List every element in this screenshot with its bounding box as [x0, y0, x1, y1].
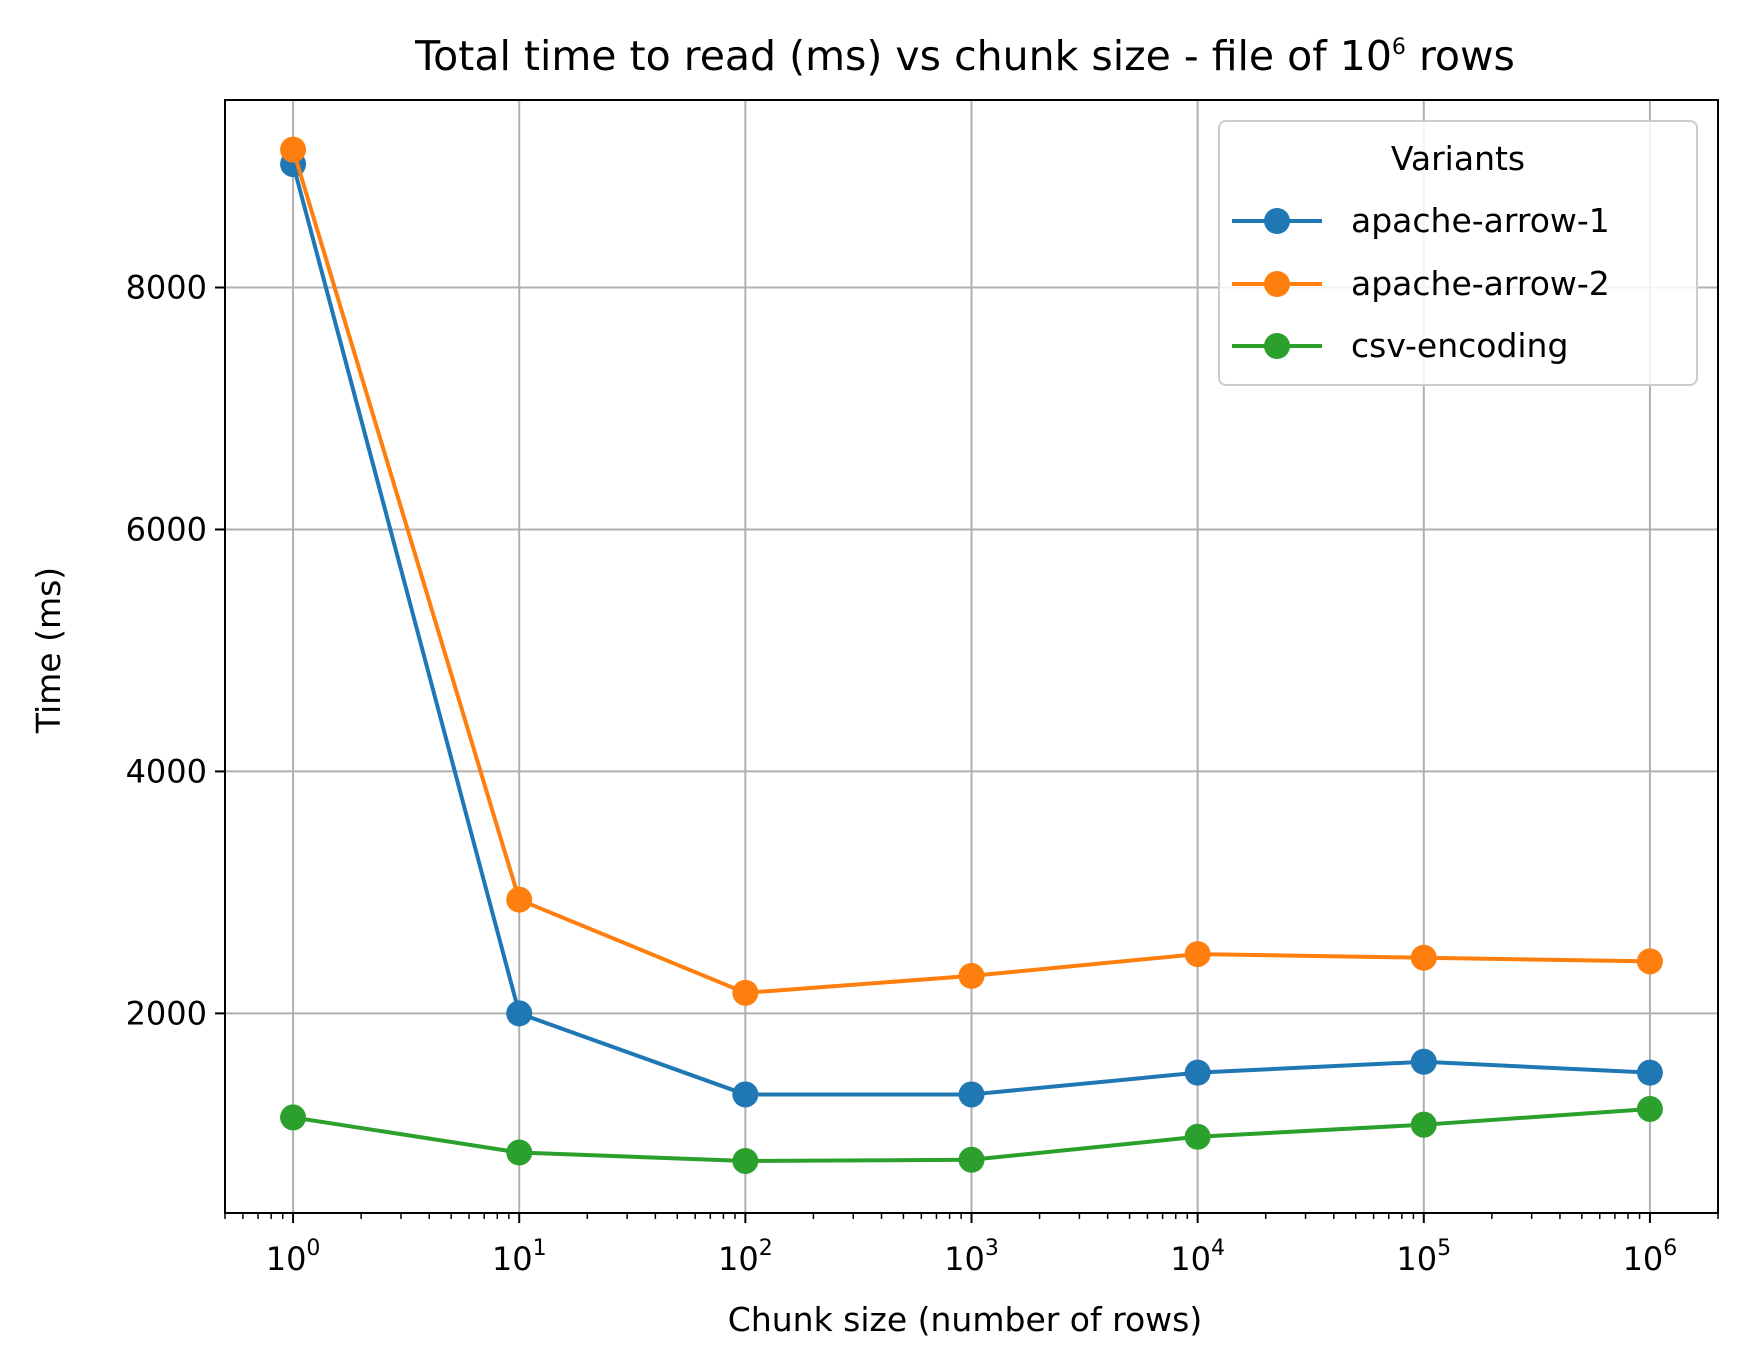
chart-title: Total time to read (ms) vs chunk size - … — [414, 32, 1515, 80]
data-point-csv-encoding — [1410, 1111, 1437, 1138]
x-tick-label: 105 — [1396, 1236, 1451, 1278]
x-tick-label: 103 — [944, 1236, 999, 1278]
data-point-apache-arrow-1 — [1636, 1059, 1663, 1086]
y-tick-label: 2000 — [126, 994, 207, 1032]
data-point-csv-encoding — [732, 1147, 759, 1174]
data-point-apache-arrow-1 — [1410, 1048, 1437, 1075]
data-point-apache-arrow-2 — [1636, 948, 1663, 975]
x-tick-label: 102 — [718, 1236, 773, 1278]
data-point-csv-encoding — [1184, 1123, 1211, 1150]
legend-marker-csv-encoding — [1264, 333, 1290, 359]
data-point-apache-arrow-2 — [280, 136, 307, 163]
x-tick-label: 104 — [1170, 1236, 1225, 1278]
x-axis-label: Chunk size (number of rows) — [728, 1300, 1202, 1339]
data-point-apache-arrow-2 — [1410, 944, 1437, 971]
data-point-apache-arrow-2 — [1184, 941, 1211, 968]
legend-label-csv-encoding: csv-encoding — [1351, 326, 1568, 365]
legend: Variants apache-arrow-1 apache-arrow-2 c… — [1218, 120, 1698, 386]
data-point-apache-arrow-1 — [958, 1081, 985, 1108]
x-tick-label: 106 — [1623, 1236, 1678, 1278]
data-point-apache-arrow-1 — [506, 1000, 533, 1027]
data-point-apache-arrow-1 — [1184, 1059, 1211, 1086]
data-point-csv-encoding — [1636, 1095, 1663, 1122]
legend-label-apache-arrow-2: apache-arrow-2 — [1351, 264, 1610, 303]
legend-marker-apache-arrow-1 — [1264, 208, 1290, 234]
data-point-csv-encoding — [506, 1139, 533, 1166]
data-point-csv-encoding — [958, 1146, 985, 1173]
axis-ticks: 100 101 102 103 104 105 106 2000 4000 6000 8000 — [126, 269, 1719, 1278]
data-point-csv-encoding — [280, 1104, 307, 1131]
data-point-apache-arrow-2 — [958, 962, 985, 989]
x-tick-label: 100 — [266, 1236, 321, 1278]
legend-title: Variants — [1391, 139, 1525, 178]
legend-entry-apache-arrow-2: apache-arrow-2 — [1232, 264, 1610, 303]
legend-label-apache-arrow-1: apache-arrow-1 — [1351, 201, 1610, 240]
y-tick-label: 4000 — [126, 752, 207, 790]
series-csv-encoding — [280, 1095, 1663, 1174]
legend-box — [1218, 120, 1698, 386]
y-tick-label: 6000 — [126, 510, 207, 548]
legend-marker-apache-arrow-2 — [1264, 271, 1290, 297]
data-point-apache-arrow-1 — [732, 1081, 759, 1108]
x-tick-label: 101 — [492, 1236, 547, 1278]
legend-entry-csv-encoding: csv-encoding — [1232, 326, 1568, 365]
series-lines — [280, 136, 1663, 1174]
y-tick-label: 8000 — [126, 269, 207, 307]
legend-entry-apache-arrow-1: apache-arrow-1 — [1232, 201, 1610, 240]
data-point-apache-arrow-2 — [506, 886, 533, 913]
series-apache-arrow-2 — [280, 136, 1663, 1006]
y-axis-label: Time (ms) — [29, 567, 68, 734]
data-point-apache-arrow-2 — [732, 979, 759, 1006]
